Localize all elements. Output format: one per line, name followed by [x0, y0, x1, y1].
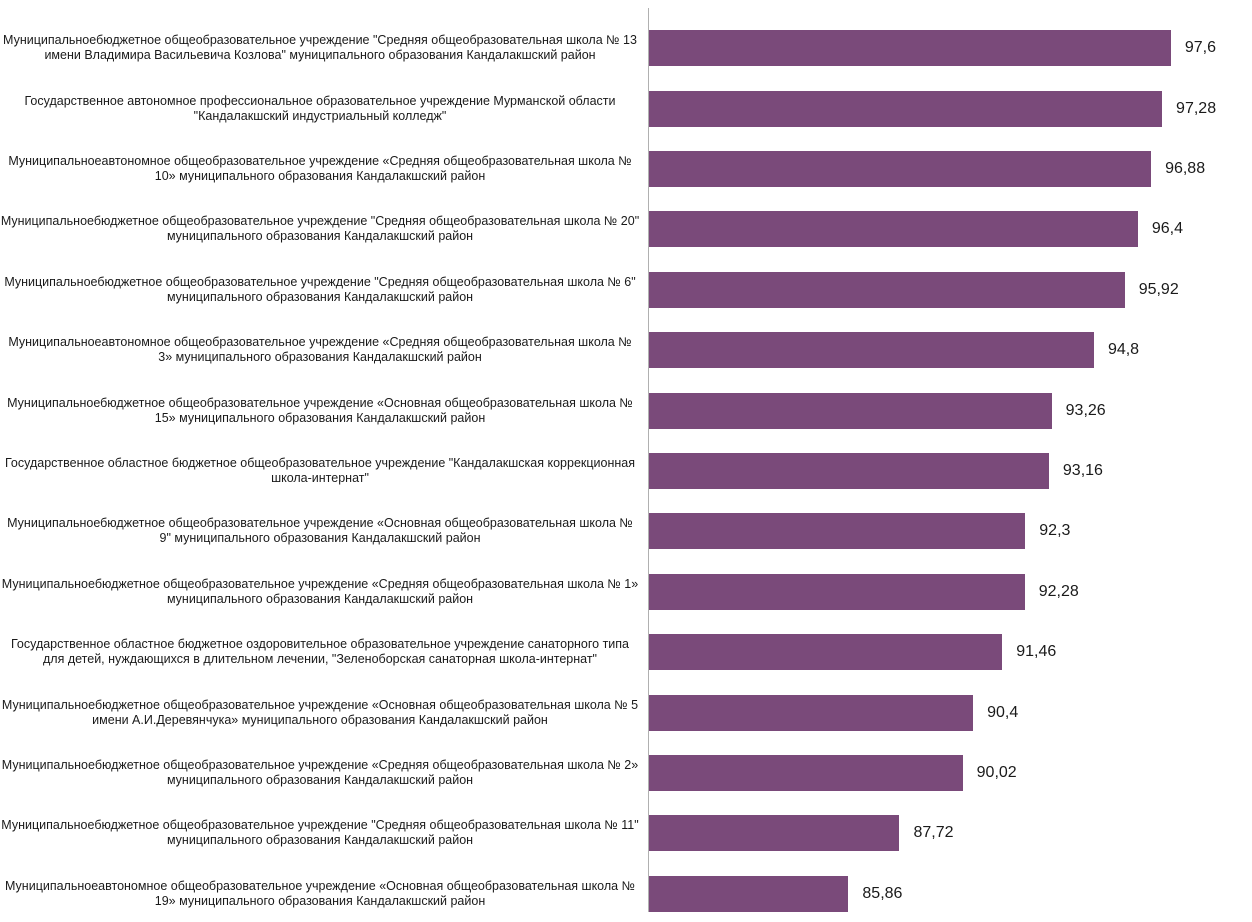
data-label: 92,3 — [1039, 522, 1071, 540]
bar — [649, 30, 1171, 67]
data-label: 94,8 — [1107, 341, 1140, 359]
data-label: 96,4 — [1151, 220, 1184, 238]
category-label: Муниципальноеавтономное общеобразователь… — [8, 154, 632, 183]
category-label: Муниципальноебюджетное общеобразовательн… — [0, 214, 640, 244]
data-label: 93,16 — [1062, 462, 1103, 479]
data-label: 91,46 — [1016, 643, 1057, 661]
data-label: 90,4 — [987, 703, 1019, 721]
category-label: Муниципальноебюджетное общеобразовательн… — [7, 516, 633, 546]
bar — [649, 634, 1003, 671]
data-label: 96,88 — [1165, 160, 1206, 177]
category-label: Муниципальноеавтономное общеобразователь… — [8, 335, 632, 365]
bar — [649, 271, 1125, 308]
category-label: Муниципальноебюджетное общеобразовательн… — [1, 576, 639, 606]
bar — [649, 453, 1049, 489]
category-label: Муниципальноебюджетное общеобразовательн… — [7, 395, 633, 425]
data-label: 92,28 — [1038, 582, 1079, 600]
bar — [649, 392, 1052, 429]
data-label: 95,92 — [1138, 280, 1179, 298]
bar — [649, 573, 1025, 610]
bar — [649, 755, 963, 791]
category-label: Государственное областное бюджетное оздо… — [10, 637, 630, 667]
category-label: Муниципальноеавтономное общеобразователь… — [5, 878, 635, 908]
bar — [649, 513, 1026, 550]
category-label: Государственное автономное профессиональ… — [24, 93, 616, 123]
data-label: 97,28 — [1176, 99, 1217, 117]
bar — [649, 211, 1138, 248]
category-label: Муниципальноебюджетное общеобразовательн… — [1, 697, 639, 727]
bar — [649, 694, 974, 731]
data-label: 97,6 — [1184, 39, 1216, 57]
data-label: 90,02 — [976, 764, 1017, 781]
data-label: 93,26 — [1065, 401, 1106, 419]
bar — [649, 875, 849, 912]
category-label: Муниципальноебюджетное общеобразовательн… — [1, 758, 639, 787]
category-label: Муниципальноебюджетное общеобразовательн… — [1, 818, 639, 848]
data-label: 87,72 — [913, 824, 954, 842]
data-label: 85,86 — [862, 884, 903, 902]
category-label: Государственное областное бюджетное обще… — [5, 456, 635, 485]
category-label: Муниципальноебюджетное общеобразовательн… — [4, 274, 636, 304]
category-axis-line — [648, 8, 649, 912]
category-label: Муниципальноебюджетное общеобразовательн… — [3, 33, 637, 63]
bar — [649, 151, 1152, 187]
bar — [649, 332, 1094, 369]
bar — [649, 90, 1163, 127]
bar — [649, 815, 900, 852]
